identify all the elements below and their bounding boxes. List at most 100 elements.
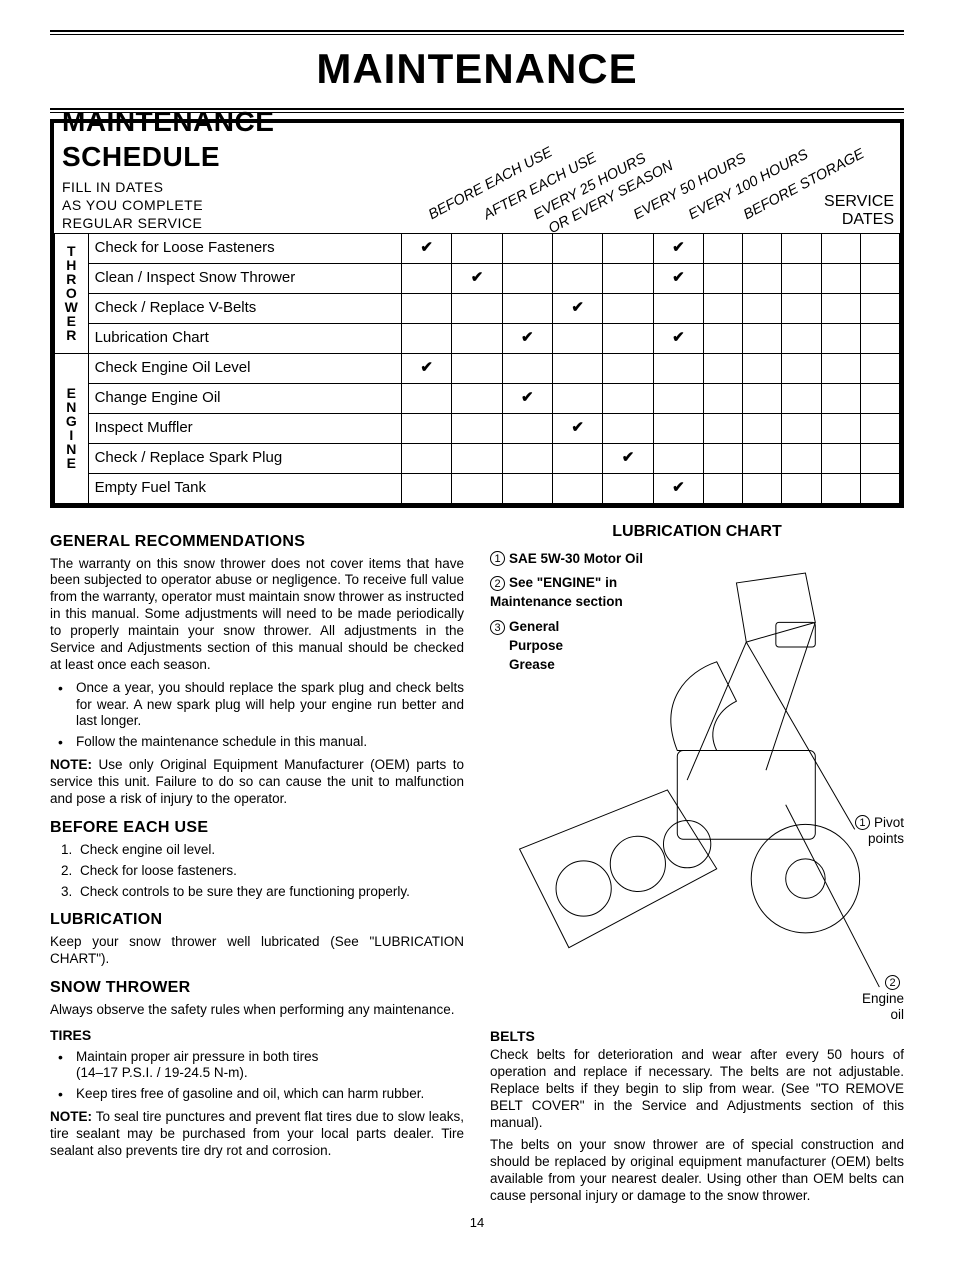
snow-thrower-p: Always observe the safety rules when per… [50,1002,464,1019]
general-bullets: Once a year, you should replace the spar… [50,680,464,752]
service-date-cell[interactable] [860,263,899,293]
service-date-cell[interactable] [821,383,860,413]
check-cell [603,233,653,263]
service-date-cell[interactable] [860,293,899,323]
service-date-cell[interactable] [821,473,860,503]
check-cell: ✔ [502,383,552,413]
service-date-cell[interactable] [821,413,860,443]
service-date-cell[interactable] [704,293,743,323]
service-date-cell[interactable] [743,383,782,413]
table-row: THROWERCheck for Loose Fasteners✔✔ [55,233,900,263]
service-date-cell[interactable] [782,473,821,503]
service-date-cell[interactable] [860,413,899,443]
task-cell: Inspect Muffler [88,413,401,443]
service-date-cell[interactable] [704,383,743,413]
schedule-sub-l2: AS YOU COMPLETE [62,197,203,213]
schedule-subtitle: FILL IN DATES AS YOU COMPLETE REGULAR SE… [62,178,402,233]
service-date-cell[interactable] [704,233,743,263]
circled-2-callout-icon: 2 [885,975,900,990]
lubrication-chart-figure: 1SAE 5W-30 Motor Oil 2See "ENGINE" in Ma… [490,550,904,1020]
service-date-cell[interactable] [860,353,899,383]
snow-thrower-line-art [490,550,904,1020]
tires-b1-text: Maintain proper air pressure in both tir… [76,1049,318,1064]
service-date-cell[interactable] [743,353,782,383]
service-date-cell[interactable] [860,473,899,503]
service-date-cell[interactable] [821,443,860,473]
service-date-cell[interactable] [782,443,821,473]
service-date-cell[interactable] [860,323,899,353]
category-cell: THROWER [55,233,89,353]
check-cell [603,473,653,503]
h-lubrication: LUBRICATION [50,910,464,930]
check-cell: ✔ [401,353,451,383]
service-date-cell[interactable] [704,473,743,503]
service-date-cell[interactable] [782,383,821,413]
service-date-cell[interactable] [704,413,743,443]
check-cell [502,413,552,443]
table-row: ENGINECheck Engine Oil Level✔ [55,353,900,383]
h-snow-thrower: SNOW THROWER [50,978,464,998]
service-date-cell[interactable] [743,263,782,293]
tires-bullets: Maintain proper air pressure in both tir… [50,1049,464,1104]
check-cell [502,353,552,383]
left-column: GENERAL RECOMMENDATIONS The warranty on … [50,522,464,1211]
service-date-cell[interactable] [821,263,860,293]
call2a: Engine [862,991,904,1006]
service-date-cell[interactable] [821,323,860,353]
service-date-cell[interactable] [704,443,743,473]
h-before-each-use: BEFORE EACH USE [50,818,464,838]
tires-b1: Maintain proper air pressure in both tir… [50,1049,464,1083]
note-label-2: NOTE: [50,1109,92,1124]
service-date-cell[interactable] [743,413,782,443]
service-date-cell[interactable] [704,263,743,293]
service-date-cell[interactable] [860,383,899,413]
table-row: Check / Replace Spark Plug✔ [55,443,900,473]
service-date-cell[interactable] [782,293,821,323]
check-cell [603,293,653,323]
general-note-text: Use only Original Equipment Manufacturer… [50,757,464,806]
service-date-cell[interactable] [821,293,860,323]
service-date-cell[interactable] [782,413,821,443]
right-column: LUBRICATION CHART 1SAE 5W-30 Motor Oil 2… [490,522,904,1211]
schedule-header: MAINTENANCE SCHEDULE FILL IN DATES AS YO… [54,123,900,233]
call2b: oil [890,1007,904,1022]
service-date-cell[interactable] [782,263,821,293]
service-date-cell[interactable] [782,353,821,383]
check-cell [553,473,603,503]
service-date-cell[interactable] [743,293,782,323]
table-row: Change Engine Oil✔ [55,383,900,413]
check-cell [553,353,603,383]
check-cell [452,353,502,383]
service-date-cell[interactable] [782,323,821,353]
check-cell [401,293,451,323]
service-date-cell[interactable] [860,443,899,473]
check-cell [452,323,502,353]
tires-b1-sub: (14–17 P.S.I. / 19-24.5 N-m). [76,1065,464,1082]
service-date-cell[interactable] [704,353,743,383]
before-use-list: Check engine oil level. Check for loose … [50,842,464,901]
call1b: points [868,831,904,846]
service-dates-l1: SERVICE [824,193,894,210]
service-date-cell[interactable] [743,323,782,353]
service-date-cell[interactable] [743,443,782,473]
check-cell: ✔ [653,233,703,263]
check-cell [603,413,653,443]
service-date-cell[interactable] [782,233,821,263]
service-date-cell[interactable] [821,233,860,263]
h-lubrication-chart: LUBRICATION CHART [490,522,904,542]
service-date-cell[interactable] [743,473,782,503]
task-cell: Check / Replace V-Belts [88,293,401,323]
general-note: NOTE: Use only Original Equipment Manufa… [50,757,464,808]
service-date-cell[interactable] [821,353,860,383]
body-columns: GENERAL RECOMMENDATIONS The warranty on … [50,522,904,1211]
top-rule-thin [50,34,904,35]
service-date-cell[interactable] [743,233,782,263]
page-number: 14 [50,1215,904,1231]
check-cell [401,263,451,293]
check-cell: ✔ [553,413,603,443]
table-row: Lubrication Chart✔✔ [55,323,900,353]
service-date-cell[interactable] [860,233,899,263]
check-cell [603,323,653,353]
service-date-cell[interactable] [704,323,743,353]
check-cell [401,323,451,353]
